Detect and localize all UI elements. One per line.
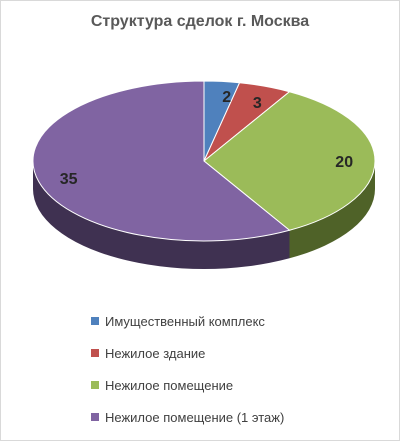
legend: Имущественный комплекс Нежилое здание Не… [91, 313, 284, 441]
legend-label: Нежилое помещение [105, 377, 234, 393]
legend-swatch [91, 317, 99, 325]
pie-side-walls [33, 161, 375, 269]
pie-side-2 [289, 161, 375, 259]
pie-slices [32, 80, 376, 242]
legend-item-nezhiloe-zdanie: Нежилое здание [91, 345, 284, 361]
pie-side-3 [33, 161, 290, 269]
pie-slice-3 [32, 80, 291, 242]
legend-swatch [91, 349, 99, 357]
chart-title: Структура сделок г. Москва [90, 13, 310, 30]
pie-slice-2 [203, 91, 376, 231]
data-label-0: 2 [222, 89, 231, 106]
data-label-2: 20 [335, 154, 353, 171]
legend-swatch [91, 413, 99, 421]
legend-label: Имущественный комплекс [105, 313, 265, 329]
legend-label: Нежилое здание [105, 345, 206, 361]
data-label-1: 3 [253, 95, 262, 112]
legend-label: Нежилое помещение (1 этаж) [105, 409, 285, 425]
legend-item-nezhiloe-pomeshchenie-1-etazh: Нежилое помещение (1 этаж) [91, 409, 284, 425]
legend-item-nezhiloe-pomeshchenie: Нежилое помещение [91, 377, 284, 393]
legend-item-imushchestvennyi-kompleks: Имущественный комплекс [91, 313, 284, 329]
legend-swatch [91, 381, 99, 389]
pie-data-labels: 2 3 20 35 [60, 89, 353, 188]
pie-chart: 2 3 20 35 [32, 80, 376, 269]
data-label-3: 35 [60, 171, 78, 188]
